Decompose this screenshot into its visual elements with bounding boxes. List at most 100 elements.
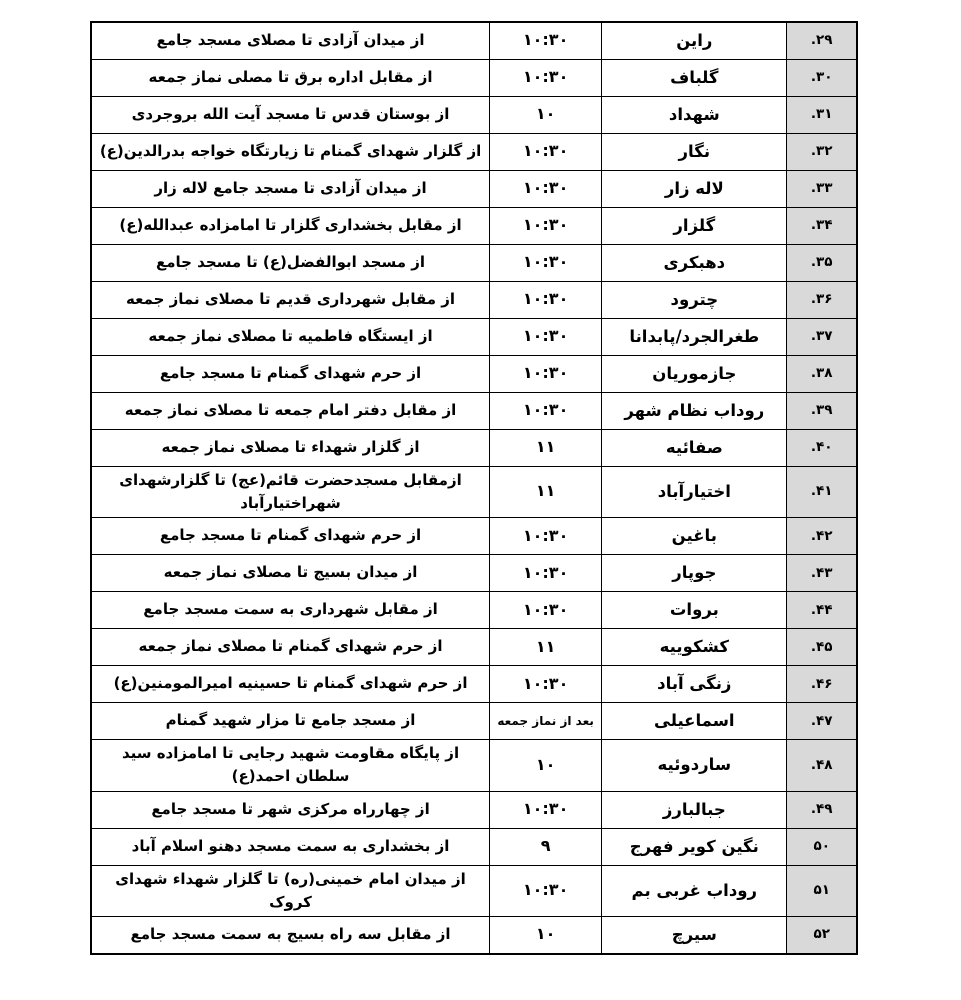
time-cell: ۱۱	[489, 628, 603, 666]
city-name-cell: لاله زار	[601, 169, 788, 208]
time-cell: ۱۰:۳۰	[489, 206, 603, 245]
time-cell: ۱۰:۳۰	[489, 243, 603, 282]
route-cell: از میدان آزادی تا مسجد جامع لاله زار	[90, 169, 491, 208]
city-name-cell: جوپار	[601, 554, 788, 592]
route-cell: از حرم شهدای گمنام تا حسینیه امیرالمومنی…	[90, 665, 491, 703]
table-row: ۵۱ روداب غربی بم ۱۰:۳۰ از میدان امام خمینی(…	[90, 864, 858, 917]
route-cell: از مقابل شهرداری به سمت مسجد جامع	[90, 591, 491, 629]
route-cell: از میدان بسیج تا مصلای نماز جمعه	[90, 554, 491, 592]
city-name-cell: کشکوییه	[601, 628, 788, 666]
time-cell: ۱۰:۳۰	[489, 864, 603, 917]
route-cell: از حرم شهدای گمنام تا مسجد جامع	[90, 517, 491, 555]
table-row: ۴۹. جبالبارز ۱۰:۳۰ از چهارراه مرکزی شهر تا …	[90, 790, 858, 829]
route-cell: از گلزار شهداء تا مصلای نماز جمعه	[90, 428, 491, 467]
table-row: ۳۳. لاله زار ۱۰:۳۰ از میدان آزادی تا مسجد ج…	[90, 169, 858, 208]
time-cell: ۱۰:۳۰	[489, 58, 603, 97]
time-cell: بعد از نماز جمعه	[489, 702, 603, 740]
time-cell: ۱۰	[489, 916, 603, 954]
table-row: ۵۰ نگین کویر فهرج ۹ از بخشداری به سمت مسجد …	[90, 827, 858, 866]
row-number-cell: ۳۰.	[786, 58, 858, 97]
route-cell: از گلزار شهدای گمنام تا زیارتگاه خواجه ب…	[90, 132, 491, 171]
city-name-cell: گلزار	[601, 206, 788, 245]
city-name-cell: جبالبارز	[601, 790, 788, 829]
time-cell: ۱۰:۳۰	[489, 591, 603, 629]
city-name-cell: نگار	[601, 132, 788, 171]
city-name-cell: نگین کویر فهرج	[601, 827, 788, 866]
route-cell: از مقابل دفتر امام جمعه تا مصلای نماز جم…	[90, 391, 491, 430]
table-row: ۳۴. گلزار ۱۰:۳۰ از مقابل بخشداری گلزار تا ا…	[90, 206, 858, 245]
route-cell: از مقابل بخشداری گلزار تا امامزاده عبدال…	[90, 206, 491, 245]
time-cell: ۱۰:۳۰	[489, 21, 603, 60]
table-row: ۴۵. کشکوییه ۱۱ از حرم شهدای گمنام تا مصلای …	[90, 628, 858, 666]
route-cell: از بوستان قدس تا مسجد آیت الله بروجردی	[90, 95, 491, 134]
city-name-cell: شهداد	[601, 95, 788, 134]
city-name-cell: اختیارآباد	[601, 465, 788, 518]
route-cell: از مقابل سه راه بسیج به سمت مسجد جامع	[90, 916, 491, 954]
city-name-cell: اسماعیلی	[601, 702, 788, 740]
route-cell: از حرم شهدای گمنام تا مسجد جامع	[90, 354, 491, 393]
schedule-table-body: ۲۹. راین ۱۰:۳۰ از میدان آزادی تا مصلای مسجد…	[90, 21, 858, 954]
time-cell: ۱۱	[489, 428, 603, 467]
table-row: ۴۰. صفائیه ۱۱ از گلزار شهداء تا مصلای نماز …	[90, 428, 858, 467]
city-name-cell: صفائیه	[601, 428, 788, 467]
friday-prayer-march-schedule-table: ۲۹. راین ۱۰:۳۰ از میدان آزادی تا مصلای مسجد…	[90, 21, 858, 955]
row-number-cell: ۴۱.	[786, 465, 858, 518]
table-row: ۳۷. طغرالجرد/پابدانا ۱۰:۳۰ از ایستگاه فاطمی…	[90, 317, 858, 356]
route-cell: از مقابل شهرداری قدیم تا مصلای نماز جمعه	[90, 280, 491, 319]
table-row: ۴۲. باغین ۱۰:۳۰ از حرم شهدای گمنام تا مسجد …	[90, 517, 858, 555]
row-number-cell: ۳۲.	[786, 132, 858, 171]
row-number-cell: ۳۸.	[786, 354, 858, 393]
table-row: ۳۶. چترود ۱۰:۳۰ از مقابل شهرداری قدیم تا مص…	[90, 280, 858, 319]
city-name-cell: ساردوئیه	[601, 739, 788, 792]
table-row: ۴۸. ساردوئیه ۱۰ از پایگاه مقاومت شهید رجایی…	[90, 739, 858, 792]
city-name-cell: زنگی آباد	[601, 665, 788, 703]
schedule-table-container: ۲۹. راین ۱۰:۳۰ از میدان آزادی تا مصلای مسجد…	[90, 21, 858, 955]
city-name-cell: گلباف	[601, 58, 788, 97]
table-row: ۴۷. اسماعیلی بعد از نماز جمعه از مسجد جامع …	[90, 702, 858, 740]
row-number-cell: ۳۶.	[786, 280, 858, 319]
row-number-cell: ۳۷.	[786, 317, 858, 356]
table-row: ۳۵. دهبکری ۱۰:۳۰ از مسجد ابوالفضل(ع) تا مسج…	[90, 243, 858, 282]
row-number-cell: ۵۲	[786, 916, 858, 954]
row-number-cell: ۴۸.	[786, 739, 858, 792]
row-number-cell: ۵۰	[786, 827, 858, 866]
time-cell: ۱۰:۳۰	[489, 317, 603, 356]
route-cell: از حرم شهدای گمنام تا مصلای نماز جمعه	[90, 628, 491, 666]
time-cell: ۱۱	[489, 465, 603, 518]
route-cell: از میدان آزادی تا مصلای مسجد جامع	[90, 21, 491, 60]
time-cell: ۱۰:۳۰	[489, 790, 603, 829]
table-row: ۳۲. نگار ۱۰:۳۰ از گلزار شهدای گمنام تا زیار…	[90, 132, 858, 171]
time-cell: ۱۰:۳۰	[489, 169, 603, 208]
table-row: ۳۸. جازموریان ۱۰:۳۰ از حرم شهدای گمنام تا م…	[90, 354, 858, 393]
row-number-cell: ۴۷.	[786, 702, 858, 740]
row-number-cell: ۴۶.	[786, 665, 858, 703]
route-cell: از پایگاه مقاومت شهید رجایی تا امامزاده …	[90, 739, 491, 792]
route-cell: از ایستگاه فاطمیه تا مصلای نماز جمعه	[90, 317, 491, 356]
row-number-cell: ۴۵.	[786, 628, 858, 666]
time-cell: ۱۰:۳۰	[489, 517, 603, 555]
row-number-cell: ۴۰.	[786, 428, 858, 467]
route-cell: از مسجد ابوالفضل(ع) تا مسجد جامع	[90, 243, 491, 282]
city-name-cell: چترود	[601, 280, 788, 319]
time-cell: ۱۰:۳۰	[489, 391, 603, 430]
time-cell: ۱۰:۳۰	[489, 354, 603, 393]
row-number-cell: ۳۳.	[786, 169, 858, 208]
time-cell: ۱۰:۳۰	[489, 132, 603, 171]
row-number-cell: ۴۹.	[786, 790, 858, 829]
table-row: ۵۲ سیرچ ۱۰ از مقابل سه راه بسیج به سمت مسجد…	[90, 916, 858, 954]
time-cell: ۱۰	[489, 95, 603, 134]
time-cell: ۱۰:۳۰	[489, 554, 603, 592]
row-number-cell: ۲۹.	[786, 21, 858, 60]
city-name-cell: روداب غربی بم	[601, 864, 788, 917]
route-cell: از میدان امام خمینی(ره) تا گلزار شهداء ش…	[90, 864, 491, 917]
city-name-cell: جازموریان	[601, 354, 788, 393]
city-name-cell: روداب نظام شهر	[601, 391, 788, 430]
city-name-cell: طغرالجرد/پابدانا	[601, 317, 788, 356]
city-name-cell: دهبکری	[601, 243, 788, 282]
route-cell: از مسجد جامع تا مزار شهید گمنام	[90, 702, 491, 740]
row-number-cell: ۵۱	[786, 864, 858, 917]
time-cell: ۱۰:۳۰	[489, 665, 603, 703]
city-name-cell: باغین	[601, 517, 788, 555]
row-number-cell: ۴۳.	[786, 554, 858, 592]
table-row: ۳۹. روداب نظام شهر ۱۰:۳۰ از مقابل دفتر امام…	[90, 391, 858, 430]
